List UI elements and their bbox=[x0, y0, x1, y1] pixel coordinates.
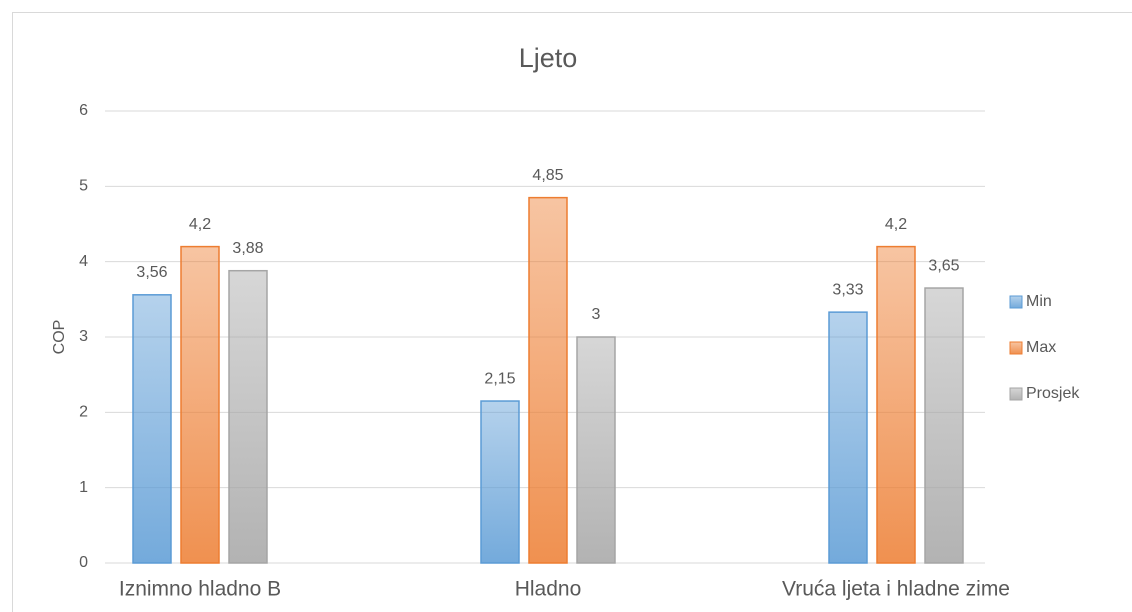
value-label: 2,15 bbox=[484, 370, 515, 387]
value-label: 3,33 bbox=[832, 281, 863, 298]
x-tick-label: Vruća ljeta i hladne zime bbox=[782, 578, 1010, 601]
bar bbox=[576, 336, 616, 564]
bar bbox=[528, 196, 568, 564]
value-label: 3,88 bbox=[232, 240, 263, 257]
chart-title: Ljeto bbox=[519, 43, 578, 73]
value-label: 4,85 bbox=[532, 167, 563, 184]
y-tick-label: 5 bbox=[79, 178, 88, 195]
legend-label: Prosjek bbox=[1026, 385, 1080, 402]
bar bbox=[828, 311, 868, 564]
legend-swatch bbox=[1009, 295, 1023, 309]
value-label: 4,2 bbox=[885, 216, 907, 233]
x-tick-label: Hladno bbox=[515, 578, 582, 601]
y-tick-label: 0 bbox=[79, 554, 88, 571]
value-label: 3 bbox=[592, 306, 601, 323]
legend-label: Min bbox=[1026, 293, 1052, 310]
bar bbox=[924, 287, 964, 564]
y-tick-label: 2 bbox=[79, 404, 88, 421]
value-label: 3,65 bbox=[928, 257, 959, 274]
y-tick-label: 1 bbox=[79, 479, 88, 496]
y-axis-label: COP bbox=[51, 320, 68, 355]
x-tick-label: Iznimno hladno B bbox=[119, 578, 281, 601]
legend-swatch bbox=[1009, 387, 1023, 401]
legend-swatch bbox=[1009, 341, 1023, 355]
value-label: 4,2 bbox=[189, 216, 211, 233]
bar bbox=[132, 294, 172, 564]
bar bbox=[480, 400, 520, 564]
y-tick-label: 4 bbox=[79, 253, 88, 270]
y-tick-label: 6 bbox=[79, 102, 88, 119]
legend-label: Max bbox=[1026, 339, 1056, 356]
bar bbox=[180, 245, 220, 564]
y-tick-label: 3 bbox=[79, 328, 88, 345]
value-label: 3,56 bbox=[136, 264, 167, 281]
bar bbox=[228, 269, 268, 564]
bar bbox=[876, 245, 916, 564]
